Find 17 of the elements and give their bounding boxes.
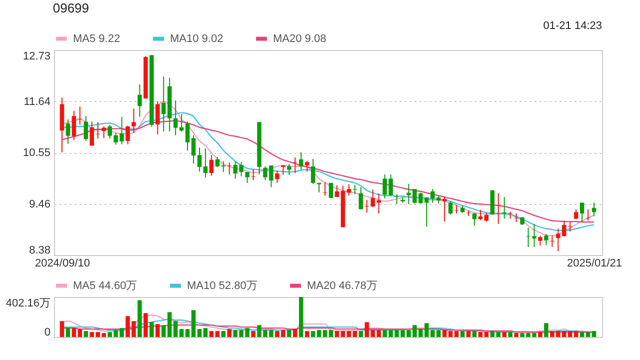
y-tick-label: 0: [44, 326, 50, 338]
legend-label: MA10 52.80万: [187, 280, 258, 292]
y-tick-label: 12.73: [22, 50, 50, 62]
legend-label: MA5 9.22: [73, 32, 120, 45]
y-tick-label: 402.16万: [6, 298, 50, 310]
y-tick-label: 10.55: [22, 147, 50, 160]
x-tick-label: 2024/09/10: [34, 258, 90, 270]
text: 01-21 14:23: [543, 20, 602, 32]
legend-label: MA20 46.78万: [307, 280, 378, 292]
y-tick-label: 11.64: [24, 96, 50, 108]
y-tick-label: 8.38: [29, 244, 50, 256]
legend-label: MA10 9.02: [170, 32, 224, 45]
legend-label: MA20 9.08: [273, 32, 326, 45]
legend-label: MA5 44.60万: [73, 280, 138, 292]
chart-title: 09699: [52, 0, 90, 16]
y-tick-label: 9.46: [29, 198, 50, 211]
x-tick-label: 2025/01/21: [566, 258, 622, 270]
